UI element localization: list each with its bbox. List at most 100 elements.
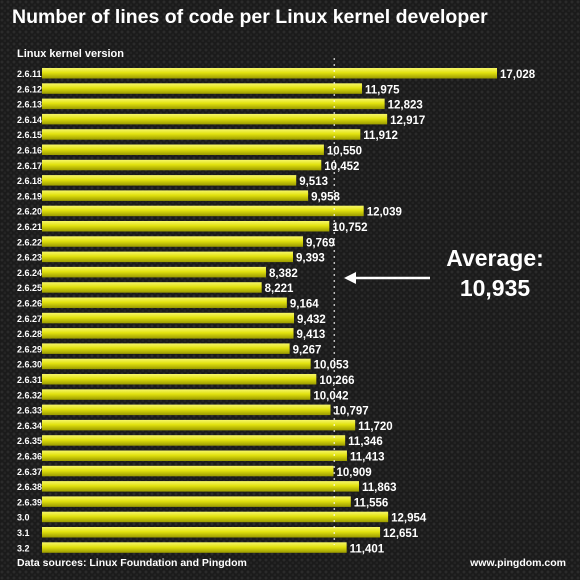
bar: [42, 205, 364, 217]
category-tick-label: 2.6.33: [17, 406, 42, 416]
bar-value-label: 11,912: [363, 130, 398, 142]
bar-value-label: 9,958: [311, 191, 340, 203]
bar-value-label: 12,651: [383, 528, 419, 540]
bar: [42, 343, 290, 354]
bar: [42, 282, 262, 293]
bar: [42, 481, 359, 492]
bar: [42, 527, 381, 538]
bar-value-label: 9,432: [297, 314, 326, 326]
category-tick-label: 2.6.16: [17, 146, 42, 156]
bar: [42, 511, 389, 523]
bar-value-label: 12,917: [390, 115, 425, 127]
bar-value-label: 10,752: [332, 222, 367, 234]
bar-value-label: 12,039: [367, 207, 402, 219]
bar: [42, 251, 293, 263]
bar-value-label: 9,164: [290, 299, 319, 311]
category-tick-label: 2.6.12: [17, 84, 42, 94]
bar-value-label: 9,513: [299, 176, 328, 188]
average-label: Average:: [446, 245, 544, 271]
bars-layer: 2.6.11 17,028 2.6.12 11,975 2.6.13 12,823 2.6.…: [17, 68, 536, 555]
category-tick-label: 3.2: [17, 543, 30, 553]
category-tick-label: 2.6.22: [17, 237, 42, 247]
category-tick-label: 2.6.39: [17, 497, 42, 507]
bar-value-label: 12,823: [388, 100, 423, 112]
bar: [42, 297, 287, 308]
bar-value-label: 11,346: [348, 436, 383, 448]
average-arrow-icon: [344, 272, 430, 284]
bar: [42, 328, 294, 339]
bar-value-label: 12,954: [391, 513, 427, 525]
category-tick-label: 2.6.13: [17, 100, 42, 110]
category-tick-label: 2.6.11: [17, 69, 42, 79]
bar: [42, 144, 324, 155]
bar-value-label: 10,266: [319, 375, 354, 387]
category-tick-label: 2.6.15: [17, 130, 42, 140]
category-tick-label: 2.6.24: [17, 268, 42, 278]
category-tick-label: 2.6.37: [17, 467, 42, 477]
bar-value-label: 11,720: [358, 421, 393, 433]
bar-value-label: 9,393: [296, 253, 325, 265]
category-tick-label: 3.1: [17, 528, 30, 538]
category-tick-label: 2.6.32: [17, 390, 42, 400]
bar: [42, 159, 322, 171]
category-tick-label: 2.6.21: [17, 222, 42, 232]
category-tick-label: 2.6.23: [17, 253, 42, 263]
bar-value-label: 11,556: [354, 497, 389, 509]
bar: [42, 450, 347, 461]
average-value: 10,935: [459, 275, 531, 301]
bar: [42, 496, 351, 507]
y-axis-label: Linux kernel version: [17, 48, 124, 60]
bar-value-label: 11,863: [362, 482, 397, 494]
bar: [42, 374, 317, 385]
bar: [42, 404, 331, 416]
bar-value-label: 9,413: [297, 329, 326, 341]
bar: [42, 465, 334, 477]
bar-value-label: 11,975: [365, 84, 400, 96]
category-tick-label: 2.6.17: [17, 161, 42, 171]
category-tick-label: 2.6.27: [17, 314, 42, 324]
bar: [42, 419, 356, 431]
bar: [42, 129, 361, 140]
bar-value-label: 9,267: [293, 344, 322, 356]
bar-value-label: 10,797: [334, 406, 369, 418]
category-tick-label: 2.6.29: [17, 344, 42, 354]
bar: [42, 312, 295, 324]
category-tick-label: 2.6.20: [17, 207, 42, 217]
bar: [42, 236, 304, 247]
data-source-note: Data sources: Linux Foundation and Pingd…: [17, 557, 247, 569]
bar: [42, 98, 385, 110]
bar: [42, 389, 311, 400]
bar-value-label: 10,550: [327, 146, 362, 158]
bar-value-label: 10,452: [324, 161, 359, 173]
category-tick-label: 2.6.34: [17, 421, 42, 431]
bar: [42, 83, 362, 94]
bar: [42, 221, 330, 232]
category-tick-label: 2.6.38: [17, 482, 42, 492]
category-tick-label: 2.6.14: [17, 115, 42, 125]
bar: [42, 190, 309, 201]
category-tick-label: 2.6.36: [17, 452, 42, 462]
bar: [42, 358, 311, 370]
bar-value-label: 10,053: [314, 360, 349, 372]
bar-value-label: 9,769: [306, 237, 335, 249]
bar-value-label: 10,042: [313, 390, 348, 402]
category-tick-label: 2.6.19: [17, 191, 42, 201]
average-annotation: Average: 10,935: [420, 243, 570, 303]
bar: [42, 542, 347, 553]
bar-value-label: 8,382: [269, 268, 298, 280]
bar: [42, 113, 388, 125]
category-tick-label: 2.6.26: [17, 299, 42, 309]
bar-value-label: 10,909: [336, 467, 371, 479]
bar-value-label: 11,401: [350, 543, 385, 555]
bar-value-label: 11,413: [350, 452, 385, 464]
category-tick-label: 2.6.35: [17, 436, 42, 446]
category-tick-label: 2.6.18: [17, 176, 42, 186]
bar: [42, 175, 297, 186]
site-url: www.pingdom.com: [470, 557, 566, 569]
bar: [42, 266, 266, 278]
category-tick-label: 2.6.30: [17, 360, 42, 370]
category-tick-label: 3.0: [17, 513, 30, 523]
bar-value-label: 8,221: [265, 283, 294, 295]
bar: [42, 68, 497, 79]
